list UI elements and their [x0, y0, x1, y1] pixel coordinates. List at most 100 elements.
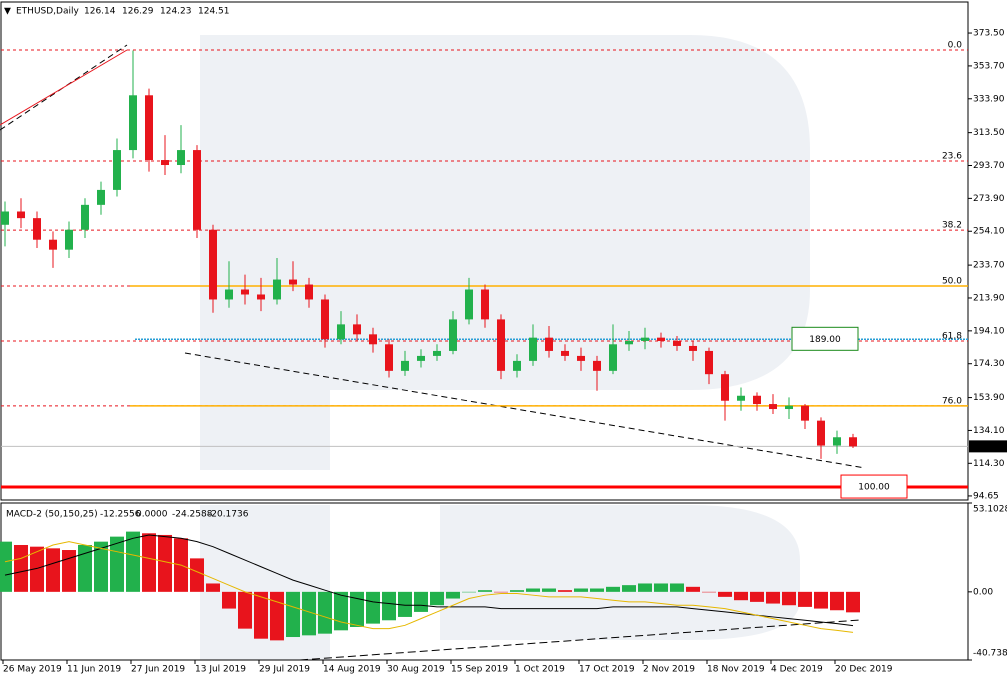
- y-tick-label: 353.70: [973, 61, 1005, 71]
- candle-body: [97, 189, 105, 205]
- candle-body: [289, 279, 297, 285]
- candle-body: [561, 350, 569, 356]
- header-value: 126.14: [84, 7, 116, 17]
- macd-bar: [526, 588, 540, 592]
- candle-body: [593, 360, 601, 371]
- candle-body: [689, 345, 697, 351]
- macd-bar: [270, 591, 284, 641]
- macd-bar: [206, 583, 220, 592]
- candle-body: [513, 360, 521, 371]
- candle-body: [465, 289, 473, 320]
- fib-label: 61.8: [942, 331, 962, 341]
- indicator-value: -24.2588: [172, 510, 213, 520]
- x-tick-label: 26 May 2019: [3, 665, 62, 675]
- macd-bar: [190, 558, 204, 592]
- macd-bar: [686, 586, 700, 592]
- macd-bar: [494, 591, 508, 593]
- macd-bar: [622, 585, 636, 592]
- macd-bar: [462, 591, 476, 593]
- macd-bar: [318, 591, 332, 634]
- candle-body: [177, 150, 185, 166]
- y-tick-label: 53.1028: [973, 505, 1007, 515]
- candle-body: [17, 211, 25, 219]
- x-tick-label: 1 Oct 2019: [515, 665, 565, 675]
- trend-line: [0, 44, 128, 131]
- candle-body: [737, 395, 745, 401]
- macd-bar: [750, 591, 764, 602]
- candle-body: [369, 334, 377, 345]
- macd-bar: [110, 536, 124, 592]
- price-pane: [0, 1, 969, 501]
- candle-body: [753, 395, 761, 405]
- y-tick-label: 213.90: [973, 293, 1005, 303]
- macd-bar: [350, 591, 364, 627]
- y-tick-label: 94.65: [973, 491, 999, 501]
- candle-body: [321, 299, 329, 340]
- macd-bar: [142, 533, 156, 592]
- macd-bar: [766, 591, 780, 604]
- candle-body: [641, 337, 649, 341]
- macd-bar: [254, 591, 268, 639]
- candle-body: [673, 340, 681, 346]
- y-tick-label: 174.30: [973, 359, 1005, 369]
- macd-bar: [126, 531, 140, 592]
- y-tick-label: 194.10: [973, 326, 1005, 336]
- y-tick-label: 153.90: [973, 393, 1005, 403]
- macd-bar: [30, 546, 44, 592]
- x-tick-label: 18 Nov 2019: [707, 665, 765, 675]
- last-price-box: [969, 440, 1007, 453]
- x-tick-label: 20 Dec 2019: [835, 665, 893, 675]
- macd-bar: [286, 591, 300, 638]
- macd-bar: [414, 591, 428, 612]
- candle-body: [193, 150, 201, 230]
- y-tick-label: -40.7385: [973, 649, 1007, 659]
- watermark: [200, 35, 810, 470]
- candle-body: [721, 374, 729, 401]
- indicator-value: 0.0000: [136, 510, 168, 520]
- candle-body: [161, 160, 169, 166]
- candle-body: [145, 95, 153, 161]
- candle-body: [769, 404, 777, 410]
- candle-body: [609, 344, 617, 371]
- x-tick-label: 11 Jun 2019: [67, 665, 121, 675]
- macd-bar: [398, 591, 412, 617]
- candle-body: [817, 420, 825, 446]
- fib-label: 0.0: [948, 41, 963, 51]
- candle-body: [49, 239, 57, 250]
- x-tick-label: 27 Jun 2019: [131, 665, 185, 675]
- candle-body: [705, 350, 713, 375]
- legend-marker: ▼: [4, 7, 11, 17]
- candle-body: [385, 344, 393, 371]
- candle-body: [657, 337, 665, 341]
- trend-line: [184, 352, 866, 469]
- candle-body: [257, 294, 265, 300]
- macd-bar: [638, 583, 652, 592]
- macd-bar: [478, 590, 492, 592]
- candle-body: [497, 319, 505, 371]
- level-label: 189.00: [809, 335, 841, 345]
- macd-line: [4, 541, 854, 633]
- header-value: 126.29: [122, 7, 154, 17]
- macd-bar: [798, 591, 812, 607]
- candle-body: [529, 337, 537, 361]
- candle-body: [785, 405, 793, 410]
- macd-bar: [558, 590, 572, 592]
- candle-body: [225, 289, 233, 300]
- candle-body: [209, 229, 217, 300]
- x-tick-label: 14 Aug 2019: [323, 665, 381, 675]
- candle-body: [81, 204, 89, 230]
- y-tick-label: 254.10: [973, 227, 1005, 237]
- x-tick-label: 2 Nov 2019: [643, 665, 695, 675]
- candle-body: [577, 355, 585, 361]
- candle-body: [113, 150, 121, 190]
- x-tick-label: 13 Jul 2019: [195, 665, 246, 675]
- candle-body: [625, 340, 633, 345]
- macd-bar: [78, 544, 92, 592]
- candle-body: [337, 324, 345, 340]
- symbol-title: ETHUSD,Daily: [16, 7, 79, 17]
- fib-label: 76.0: [942, 396, 962, 406]
- y-tick-label: 293.70: [973, 161, 1005, 171]
- x-tick-label: 17 Oct 2019: [579, 665, 635, 675]
- indicator-value: -20.1736: [208, 510, 249, 520]
